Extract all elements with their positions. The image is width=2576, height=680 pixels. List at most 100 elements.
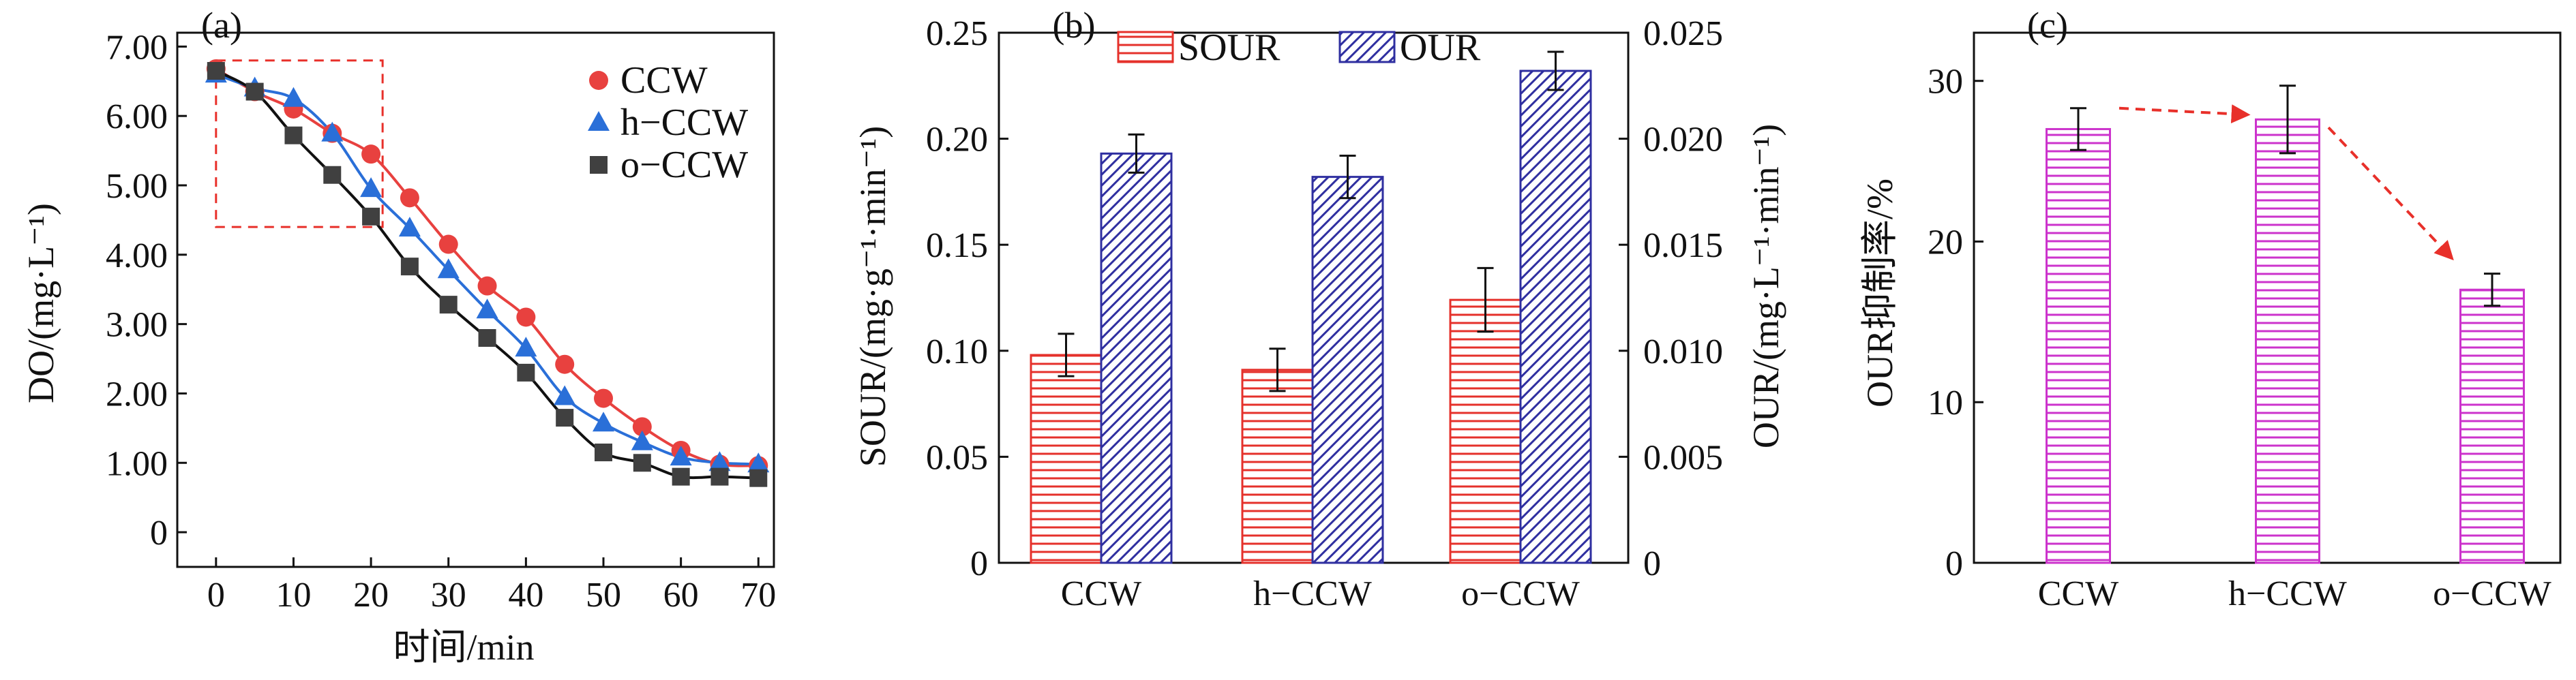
- panel-a-point-h-ccw: [554, 385, 576, 405]
- panel-b-bar-sour: [1241, 369, 1314, 564]
- panel-b-right-tick-label: 0: [1643, 544, 1661, 583]
- panel-a-y-tick-label: 4.00: [106, 236, 168, 275]
- panel-b-left-y-ticks: 0 0.05 0.10 0.15 0.20 0.25: [926, 14, 1008, 583]
- panel-a-legend-label: CCW: [620, 59, 708, 102]
- panel-b-legend-swatch-our: [1338, 31, 1396, 63]
- panel-a-point-o-ccw: [207, 62, 225, 80]
- panel-a-point-h-ccw: [282, 87, 305, 107]
- panel-a-legend-label: h−CCW: [620, 102, 748, 144]
- panel-a-x-tick-label: 0: [207, 576, 225, 615]
- panel-a-legend-label: o−CCW: [620, 144, 748, 186]
- panel-a-y-tick-label: 6.00: [106, 97, 168, 136]
- panel-a-point-o-ccw: [556, 409, 574, 427]
- panel-b-category-labels: CCW h−CCW o−CCW: [1061, 574, 1580, 613]
- panel-a-x-tick-label: 70: [740, 576, 776, 615]
- panel-a-legend-marker-h-ccw: [588, 111, 610, 131]
- panel-a-point-ccw: [594, 388, 613, 408]
- panel-a-fit-curve-2: [215, 73, 759, 466]
- panel-c-bar: [2459, 288, 2525, 564]
- panel-a-x-ticks: 0 10 20 30 40 50 60 70: [207, 557, 776, 615]
- panel-b-category-label: o−CCW: [1461, 574, 1580, 613]
- panel-a-point-o-ccw: [400, 258, 419, 276]
- panel-b-category-label: CCW: [1061, 574, 1141, 613]
- panel-b-category-label: h−CCW: [1253, 574, 1372, 613]
- panel-a-label: (a): [201, 5, 242, 46]
- panel-a-point-o-ccw: [362, 207, 380, 226]
- panel-a-point-h-ccw: [593, 412, 614, 432]
- panel-b-right-tick-label: 0.015: [1643, 226, 1723, 265]
- panel-a-point-o-ccw: [595, 444, 612, 461]
- panel-a-legend-marker-ccw: [589, 71, 608, 90]
- panel-a-point-o-ccw: [633, 454, 651, 472]
- panel-b-bar-sour: [1449, 298, 1522, 564]
- panel-b-bar-sour: [1030, 354, 1103, 564]
- panel-a-y-tick-label: 7.00: [106, 28, 168, 67]
- panel-c-arrow-2: [2327, 126, 2454, 261]
- panel-a-y-tick-label: 2.00: [106, 375, 168, 414]
- panel-a-x-tick-label: 40: [508, 576, 543, 615]
- panel-a-y-tick-label: 0: [150, 514, 168, 553]
- panel-b-left-y-axis-label: SOUR/(mg·g⁻¹·min⁻¹): [852, 126, 893, 467]
- panel-b-bars: [1030, 50, 1592, 564]
- panel-a-point-ccw: [400, 188, 419, 208]
- panel-a-y-ticks: 0 1.00 2.00 3.00 4.00 5.00 6.00 7.00: [106, 28, 187, 553]
- panel-a-point-h-ccw: [437, 258, 460, 279]
- panel-a-point-o-ccw: [284, 126, 303, 144]
- panel-b-sour-our-chart: (b) 0 0.05 0.10 0.15 0.20 0.25 0 0.005 0.010 0.0…: [852, 5, 1786, 613]
- panel-a-point-ccw: [516, 307, 536, 327]
- panel-a-point-ccw: [438, 234, 458, 254]
- panel-b-right-tick-label: 0.025: [1643, 14, 1723, 53]
- panel-a-y-tick-label: 1.00: [106, 444, 168, 483]
- panel-b-right-tick-label: 0.005: [1643, 438, 1723, 477]
- panel-a-x-tick-label: 20: [353, 576, 389, 615]
- panel-a-point-o-ccw: [439, 296, 458, 314]
- panel-a-y-axis-label: DO/(mg·L⁻¹): [20, 203, 61, 403]
- panel-a-x-tick-label: 60: [663, 576, 699, 615]
- panel-c-y-axis-label: OUR抑制率/%: [1859, 179, 1900, 407]
- panel-a-point-h-ccw: [321, 121, 344, 142]
- panel-a-point-o-ccw: [517, 363, 535, 382]
- panel-b-right-y-axis-label: OUR/(mg·L⁻¹·min⁻¹): [1746, 124, 1786, 448]
- panel-a-point-o-ccw: [478, 329, 496, 347]
- panel-b-left-tick-label: 0.05: [926, 438, 988, 477]
- panel-c-label: (c): [2027, 5, 2068, 46]
- panel-a-x-tick-label: 50: [586, 576, 621, 615]
- panel-c-category-label: CCW: [2038, 574, 2118, 613]
- panel-c-trend-arrows: [2118, 104, 2454, 261]
- panel-a-point-h-ccw: [708, 451, 731, 472]
- panel-a-point-o-ccw: [323, 166, 342, 184]
- panel-a-point-ccw: [361, 144, 381, 164]
- panel-a-point-h-ccw: [360, 177, 383, 198]
- panel-a-x-tick-label: 30: [431, 576, 466, 615]
- panel-a-point-o-ccw: [245, 82, 264, 101]
- panel-a-y-tick-label: 3.00: [106, 306, 168, 345]
- panel-b-bar-our: [1100, 152, 1173, 564]
- panel-b-legend-label-our: OUR: [1400, 27, 1481, 69]
- panel-c-category-label: o−CCW: [2433, 574, 2551, 613]
- panel-a-point-h-ccw: [670, 446, 692, 466]
- panel-c-bar: [2255, 118, 2320, 564]
- panel-b-label: (b): [1053, 5, 1096, 46]
- panel-a-point-o-ccw: [672, 467, 690, 486]
- panel-c-inhibition-chart: (c) 0 10 20 30 CCW h−CCW o−CCW OUR抑制率/%: [1859, 5, 2562, 613]
- panel-b-bar-our: [1311, 176, 1384, 564]
- panel-a-x-tick-label: 10: [275, 576, 311, 615]
- panel-b-right-y-ticks: 0 0.005 0.010 0.015 0.020 0.025: [1619, 14, 1723, 583]
- panel-b-bar-our: [1519, 69, 1592, 564]
- panel-b-right-tick-label: 0.020: [1643, 121, 1723, 159]
- panel-c-bars: [2046, 84, 2525, 564]
- panel-a-point-ccw: [477, 276, 497, 296]
- panel-a-x-axis-label: 时间/min: [393, 627, 534, 668]
- panel-b-legend-label-sour: SOUR: [1178, 27, 1280, 69]
- panel-a-y-tick-label: 5.00: [106, 167, 168, 206]
- panel-c-arrow-1: [2118, 104, 2251, 124]
- panel-b-legend-swatch-sour: [1117, 31, 1174, 63]
- panel-a-point-h-ccw: [476, 298, 498, 319]
- panel-c-tick-label: 20: [1928, 223, 1963, 262]
- panel-a-do-chart: (a) 0 10 20 30 40 50 60 70 0 1.00 2.00 3.00 4.00 5.0…: [20, 5, 776, 668]
- panel-a-point-o-ccw: [749, 469, 768, 487]
- panel-b-legend: SOUR OUR: [1117, 27, 1481, 69]
- panel-a-highlight-box: [215, 59, 384, 228]
- panel-a-plot-frame: [176, 31, 775, 568]
